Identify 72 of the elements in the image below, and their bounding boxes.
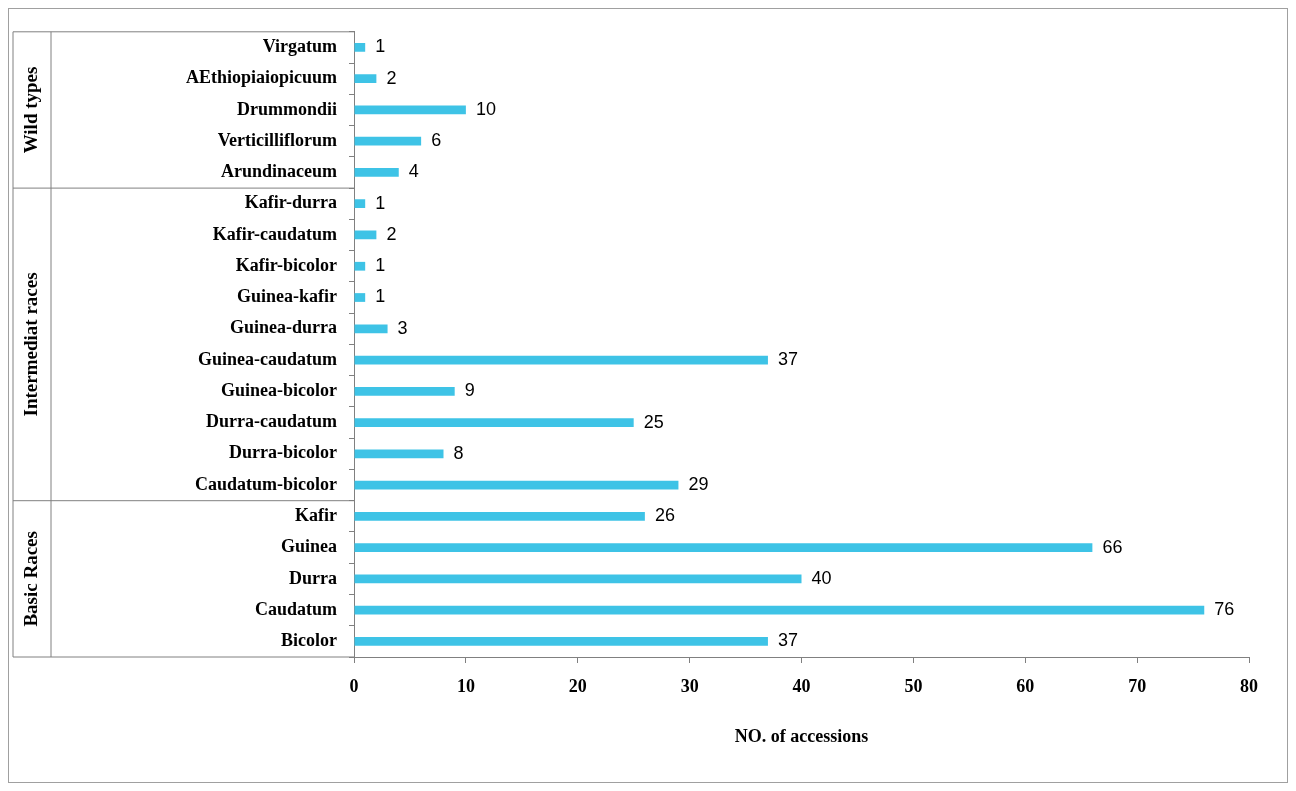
y-tick-label: Guinea-caudatum bbox=[197, 348, 337, 369]
x-tick-label: 30 bbox=[680, 676, 699, 697]
data-label: 10 bbox=[475, 98, 496, 119]
bar bbox=[354, 105, 466, 115]
bar bbox=[354, 511, 645, 521]
bar bbox=[354, 605, 1205, 615]
bar bbox=[354, 636, 768, 646]
x-tick-label: 40 bbox=[792, 676, 811, 697]
data-label: 9 bbox=[464, 380, 475, 401]
x-tick-label: 20 bbox=[568, 676, 587, 697]
y-tick-label: Kafir-bicolor bbox=[235, 254, 337, 275]
data-label: 37 bbox=[777, 630, 798, 651]
data-label: 4 bbox=[408, 161, 419, 182]
y-tick-label: Bicolor bbox=[281, 630, 337, 651]
bar bbox=[354, 418, 634, 427]
data-label: 1 bbox=[375, 192, 386, 213]
bar bbox=[354, 355, 768, 365]
y-tick-label: Durra-caudatum bbox=[206, 411, 337, 432]
y-tick-label: Caudatum bbox=[254, 598, 337, 619]
bar bbox=[354, 43, 366, 52]
y-tick-label: Drummondii bbox=[236, 98, 337, 119]
data-label: 29 bbox=[688, 474, 709, 495]
y-tick-label: Arundinaceum bbox=[220, 161, 338, 182]
text: Basic Races bbox=[19, 531, 41, 627]
data-label: 1 bbox=[375, 286, 386, 307]
data-label: 66 bbox=[1102, 536, 1123, 557]
x-tick-label: 80 bbox=[1240, 676, 1258, 697]
y-tick-label: Guinea bbox=[280, 536, 337, 557]
data-label: 37 bbox=[777, 349, 798, 369]
x-tick-label: 60 bbox=[1016, 676, 1035, 697]
data-label: 25 bbox=[643, 411, 664, 432]
data-label: 3 bbox=[397, 317, 408, 338]
y-tick-label: Kafir-durra bbox=[244, 192, 337, 213]
bar bbox=[354, 261, 366, 271]
y-tick-label: Verticilliflorum bbox=[217, 129, 337, 150]
bar bbox=[354, 293, 366, 302]
bar bbox=[354, 168, 399, 177]
bar bbox=[354, 386, 455, 396]
bar bbox=[354, 480, 679, 490]
x-axis-title: NO. of accessions bbox=[734, 725, 869, 746]
y-tick-label: Guinea-durra bbox=[229, 317, 337, 338]
y-tick-label: Guinea-kafir bbox=[236, 286, 337, 307]
y-tick-label: Kafir-caudatum bbox=[212, 223, 337, 244]
data-label: 6 bbox=[431, 130, 442, 151]
text: Wild types bbox=[19, 66, 41, 154]
data-label: 8 bbox=[453, 442, 464, 463]
y-tick-label: Kafir bbox=[295, 504, 337, 525]
data-label: 76 bbox=[1214, 599, 1235, 620]
text: Intermediat races bbox=[19, 272, 41, 417]
y-tick-label: Durra-bicolor bbox=[229, 442, 337, 463]
bar bbox=[354, 199, 366, 209]
data-label: 1 bbox=[375, 255, 386, 276]
y-tick-label: AEthiopiaiopicuum bbox=[185, 67, 337, 88]
y-tick-label: Caudatum-bicolor bbox=[194, 473, 337, 494]
data-label: 26 bbox=[654, 505, 675, 526]
bar bbox=[354, 324, 388, 334]
bar bbox=[354, 574, 802, 584]
y-tick-label: Guinea-bicolor bbox=[221, 379, 338, 400]
bar bbox=[354, 74, 377, 84]
bar bbox=[354, 136, 422, 146]
data-label: 40 bbox=[811, 567, 832, 588]
bar bbox=[354, 543, 1093, 552]
x-tick-label: 70 bbox=[1128, 676, 1147, 697]
y-tick-label: Durra bbox=[289, 567, 337, 588]
x-tick-label: 0 bbox=[349, 676, 359, 697]
bar bbox=[354, 449, 444, 459]
data-label: 2 bbox=[386, 67, 397, 88]
data-label: 1 bbox=[375, 36, 386, 57]
y-tick-label: Virgatum bbox=[262, 36, 337, 57]
x-tick-label: 50 bbox=[904, 676, 923, 697]
data-label: 2 bbox=[386, 223, 397, 244]
x-tick-label: 10 bbox=[456, 676, 475, 697]
